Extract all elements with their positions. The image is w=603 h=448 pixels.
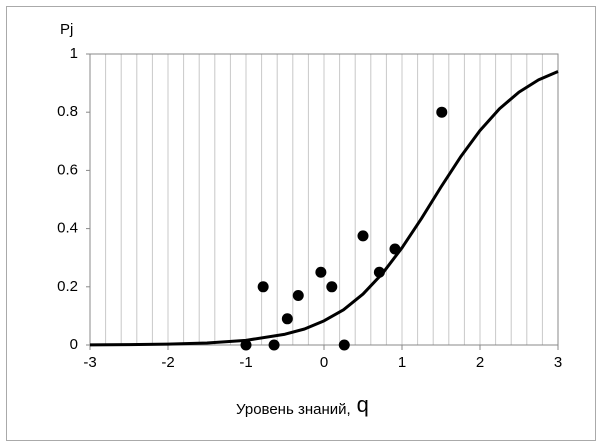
frame bbox=[6, 6, 596, 441]
x-axis-label: Уровень знаний, bbox=[236, 401, 351, 418]
point bbox=[357, 230, 369, 242]
y-tick-label: 0 bbox=[70, 336, 78, 353]
point bbox=[389, 243, 401, 255]
x-tick-label: 1 bbox=[398, 354, 406, 371]
x-tick-label: 2 bbox=[476, 354, 484, 371]
x-tick-label: -3 bbox=[83, 354, 96, 371]
y-tick-label: 0.8 bbox=[57, 103, 78, 120]
point bbox=[326, 281, 338, 293]
point bbox=[373, 266, 385, 278]
y-axis-label: Pj bbox=[60, 21, 73, 38]
point bbox=[257, 281, 269, 293]
y-tick-label: 0.2 bbox=[57, 278, 78, 295]
x-tick-label: 0 bbox=[320, 354, 328, 371]
point bbox=[240, 339, 252, 351]
x-tick-label: -2 bbox=[161, 354, 174, 371]
fit-curve bbox=[89, 70, 559, 347]
y-tick-label: 0.6 bbox=[57, 161, 78, 178]
point bbox=[436, 106, 448, 118]
x-tick-label: 3 bbox=[554, 354, 562, 371]
point bbox=[315, 266, 327, 278]
y-tick-label: 0.4 bbox=[57, 220, 78, 237]
point bbox=[292, 290, 304, 302]
x-axis-symbol: q bbox=[357, 392, 369, 417]
x-tick-label: -1 bbox=[239, 354, 252, 371]
point bbox=[338, 339, 350, 351]
point bbox=[281, 313, 293, 325]
y-tick-label: 1 bbox=[70, 45, 78, 62]
point bbox=[268, 339, 280, 351]
